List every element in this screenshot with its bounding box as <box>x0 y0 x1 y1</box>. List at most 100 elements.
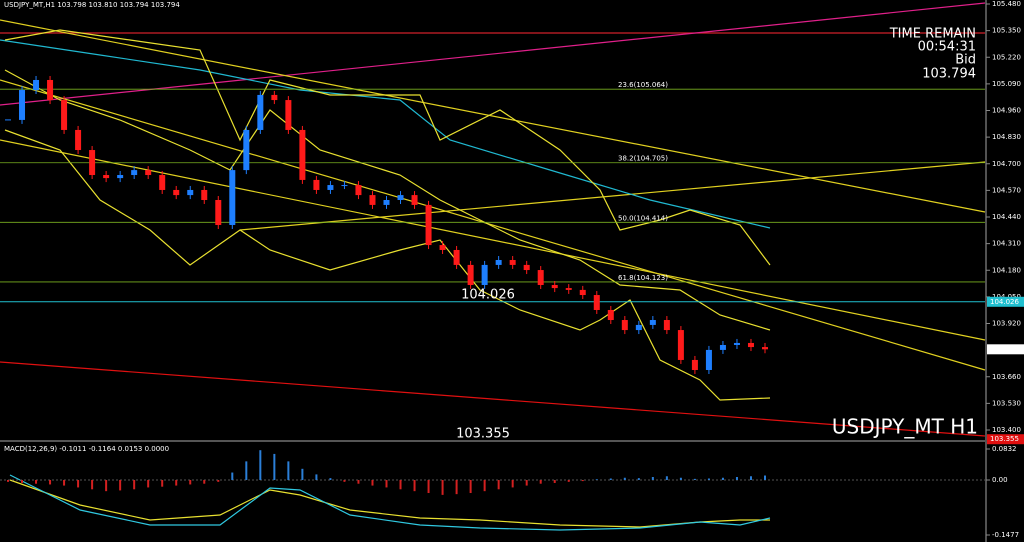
macd-bar <box>539 479 542 484</box>
candle <box>229 170 236 225</box>
macd-bar <box>287 461 290 480</box>
candle <box>649 320 656 325</box>
macd-bar <box>133 479 136 490</box>
candle <box>635 324 642 331</box>
fib-label: 38.2(104.705) <box>618 155 668 163</box>
candle <box>719 345 726 350</box>
level-label: 103.355 <box>456 427 510 442</box>
price-tag <box>987 434 1024 445</box>
candle <box>271 94 278 101</box>
y-tick-label: 105.220 <box>992 53 1021 61</box>
bid-label: Bid <box>955 53 976 68</box>
macd-label: MACD(12,26,9) -0.1011 -0.1164 0.0153 0.0… <box>4 445 169 453</box>
macd-bar <box>735 477 738 480</box>
macd-bar <box>483 479 486 492</box>
candle <box>733 342 740 346</box>
macd-bar <box>553 479 556 483</box>
candle <box>579 289 586 296</box>
macd-bar <box>749 476 752 480</box>
bid-tag <box>987 344 1024 355</box>
candle <box>355 185 362 196</box>
macd-bar <box>525 479 528 486</box>
candle <box>33 79 40 91</box>
candle <box>425 204 432 246</box>
macd-bar <box>693 478 696 480</box>
fib-label: 61.8(104.123) <box>618 274 668 282</box>
candle <box>439 245 446 250</box>
candle <box>187 189 194 196</box>
candle <box>495 260 502 265</box>
macd-bar <box>665 476 668 480</box>
time-remain: 00:54:31 <box>918 40 976 55</box>
candle <box>565 288 572 290</box>
macd-bar <box>105 479 108 492</box>
macd-bar <box>581 479 584 482</box>
macd-bar <box>329 478 332 480</box>
candle <box>551 284 558 289</box>
candle <box>173 189 180 196</box>
macd-bar <box>637 478 640 480</box>
trend-line <box>0 361 986 437</box>
symbol-label: USDJPY_MT H1 <box>832 415 978 439</box>
y-tick-label: 104.960 <box>992 107 1021 115</box>
y-tick-label: 105.350 <box>992 27 1021 35</box>
candle <box>75 129 82 151</box>
trend-line <box>239 161 986 231</box>
macd-bar <box>511 479 514 488</box>
macd-tick-label: -0.1477 <box>992 531 1019 539</box>
macd-bar <box>399 479 402 490</box>
trend-line <box>0 139 986 341</box>
price-tag <box>987 296 1024 307</box>
price-tag-label: 104.026 <box>990 298 1019 306</box>
candle <box>341 185 348 187</box>
candle <box>313 179 320 190</box>
candle <box>411 195 418 205</box>
y-tick-label: 103.920 <box>992 320 1021 328</box>
price-tag-label: 103.355 <box>990 435 1019 443</box>
candle <box>677 330 684 360</box>
candle <box>383 200 390 205</box>
candle <box>285 100 292 130</box>
y-tick-label: 104.440 <box>992 213 1021 221</box>
macd-bar <box>385 479 388 488</box>
bid-tag-label: 103.794 <box>990 345 1019 353</box>
candle <box>257 94 264 130</box>
candle <box>61 100 68 130</box>
candle <box>369 195 376 205</box>
macd-bar <box>721 477 724 480</box>
macd-bar <box>49 479 52 485</box>
candle <box>159 175 166 190</box>
candle <box>19 90 26 120</box>
macd-bar <box>497 479 500 490</box>
fib-label: 50.0(104.414) <box>618 214 668 222</box>
candle <box>201 189 208 201</box>
macd-bar <box>245 461 248 480</box>
indicators <box>0 0 987 542</box>
candle <box>523 264 530 271</box>
macd-bar <box>595 479 598 480</box>
macd-bar <box>357 479 360 484</box>
candle <box>243 129 250 171</box>
y-tick-label: 105.090 <box>992 80 1021 88</box>
macd-bar <box>343 479 346 482</box>
macd-bar <box>147 479 150 488</box>
macd-bar <box>679 477 682 480</box>
macd-bar <box>77 479 80 488</box>
y-tick-label: 104.180 <box>992 266 1021 274</box>
macd-bar <box>707 478 710 480</box>
candle <box>327 185 334 190</box>
y-tick-label: 104.830 <box>992 133 1021 141</box>
header: USDJPY_MT,H1 103.798 103.810 103.794 103… <box>4 1 180 9</box>
macd-bar <box>567 479 570 482</box>
candle <box>621 320 628 331</box>
candle <box>131 170 138 176</box>
macd-bar <box>217 479 220 482</box>
trend-line <box>0 79 986 371</box>
y-tick-label: 103.400 <box>992 426 1021 434</box>
macd-bar <box>35 479 38 484</box>
y-tick-label: 104.700 <box>992 160 1021 168</box>
macd-bar <box>371 479 374 486</box>
candle <box>215 200 222 225</box>
macd-bar <box>203 479 206 484</box>
candle <box>47 79 54 101</box>
